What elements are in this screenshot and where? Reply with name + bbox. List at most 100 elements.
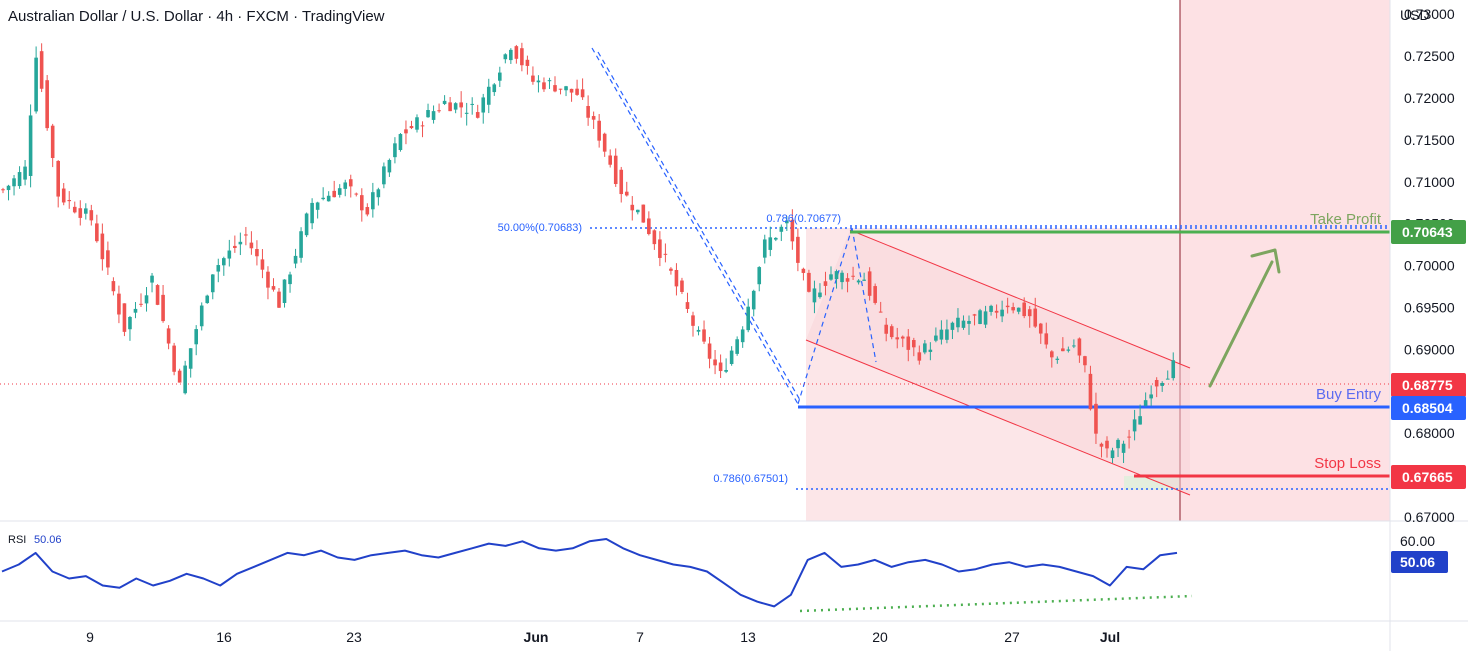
- candle-body: [823, 281, 828, 286]
- projection-dashed-1: [591, 47, 799, 405]
- candle-body: [492, 84, 497, 93]
- price-tick-7: 0.69500: [1404, 299, 1455, 315]
- price-axis-ticks: 0.730000.725000.720000.715000.710000.705…: [1404, 6, 1455, 525]
- candle-body: [785, 220, 789, 224]
- candle-body: [23, 166, 27, 180]
- rsi-line: [1, 538, 1178, 608]
- candle-body: [751, 290, 756, 310]
- candle-body: [702, 329, 706, 342]
- candle-body: [360, 195, 364, 211]
- candle-body: [293, 255, 298, 264]
- candle-body: [989, 305, 993, 312]
- candle-body: [354, 193, 359, 195]
- candle-body: [641, 204, 646, 223]
- candle-body: [398, 134, 403, 151]
- rsi-axis-tick: 60.00: [1400, 533, 1435, 549]
- take-profit-badge: [1391, 220, 1466, 244]
- candle-body: [862, 279, 866, 281]
- price-tick-2: 0.72000: [1404, 90, 1455, 106]
- time-tick-6: 20: [872, 629, 888, 645]
- candle-body: [956, 317, 960, 328]
- candle-body: [72, 206, 77, 213]
- candle-body: [845, 278, 850, 282]
- candle-body: [624, 191, 629, 196]
- candle-body: [12, 178, 16, 187]
- candle-body: [1011, 307, 1015, 311]
- price-tick-0: 0.73000: [1404, 6, 1455, 22]
- candle-body: [1110, 450, 1115, 459]
- candle-body: [288, 274, 292, 285]
- candle-body: [299, 231, 303, 258]
- candle-body: [569, 88, 574, 93]
- rsi-value: 50.06: [34, 534, 62, 546]
- candle-body: [464, 112, 469, 114]
- candle-body: [227, 250, 232, 259]
- candle-body: [100, 233, 105, 260]
- candle-body: [161, 294, 165, 322]
- candle-body: [801, 268, 806, 273]
- candle-body: [1072, 345, 1076, 347]
- candle-body: [415, 117, 419, 130]
- candle-body: [277, 291, 281, 308]
- projection-dashed-4: [851, 227, 877, 363]
- candle-body: [514, 46, 519, 59]
- candle-body: [774, 237, 778, 240]
- candle-body: [1050, 351, 1054, 358]
- candle-body: [244, 234, 248, 236]
- candle-body: [188, 348, 193, 369]
- candle-body: [404, 129, 408, 134]
- candle-body: [652, 230, 657, 245]
- fib-50-label: 50.00%(0.70683): [498, 222, 582, 234]
- candle-body: [735, 339, 739, 354]
- candle-body: [210, 274, 215, 293]
- candle-body: [873, 286, 877, 303]
- candle-body: [365, 207, 370, 215]
- candle-body: [475, 112, 480, 118]
- candle-body: [183, 365, 187, 394]
- candle-body: [34, 57, 38, 112]
- candle-body: [779, 226, 784, 232]
- candle-body: [757, 267, 762, 285]
- channel-upper-line: [849, 229, 1191, 369]
- buy-entry-badge: [1391, 396, 1466, 420]
- candle-body: [310, 202, 314, 224]
- price-tick-8: 0.69000: [1404, 341, 1455, 357]
- candle-body: [1143, 400, 1148, 406]
- candle-body: [216, 265, 221, 272]
- time-tick-5: 13: [740, 629, 756, 645]
- time-tick-2: 23: [346, 629, 362, 645]
- projection-dashed-3: [797, 227, 853, 405]
- chart-title: Australian Dollar / U.S. Dollar · 4h · F…: [8, 8, 385, 25]
- stop-loss-label: Stop Loss: [1314, 455, 1381, 472]
- candle-body: [967, 320, 971, 324]
- candle-body: [133, 308, 138, 313]
- channel-lower-line: [805, 339, 1191, 496]
- candle-body: [150, 275, 154, 283]
- candle-body: [509, 49, 513, 61]
- candle-body: [740, 329, 745, 343]
- candle-body: [658, 239, 662, 258]
- time-tick-4: 7: [636, 629, 644, 645]
- candle-body: [255, 249, 259, 257]
- candle-body: [393, 143, 397, 158]
- buy-entry-value: 0.68504: [1402, 400, 1453, 416]
- candle-body: [453, 103, 458, 110]
- candle-body: [459, 102, 463, 108]
- take-profit-value: 0.70643: [1402, 224, 1453, 240]
- stop-loss-value: 0.67665: [1402, 469, 1453, 485]
- candle-body: [586, 105, 590, 118]
- fib-786-bottom-label: 0.786(0.67501): [713, 473, 788, 485]
- candle-body: [387, 159, 392, 173]
- candle-body: [1038, 323, 1043, 334]
- candle-body: [122, 303, 127, 332]
- candle-body: [906, 336, 911, 350]
- candle-body: [729, 350, 734, 365]
- candle-body: [17, 172, 22, 187]
- candle-body: [945, 329, 949, 340]
- candle-body: [199, 305, 204, 327]
- price-tick-3: 0.71500: [1404, 132, 1455, 148]
- candle-body: [448, 102, 452, 112]
- candle-body: [194, 329, 198, 345]
- candle-body: [597, 120, 601, 141]
